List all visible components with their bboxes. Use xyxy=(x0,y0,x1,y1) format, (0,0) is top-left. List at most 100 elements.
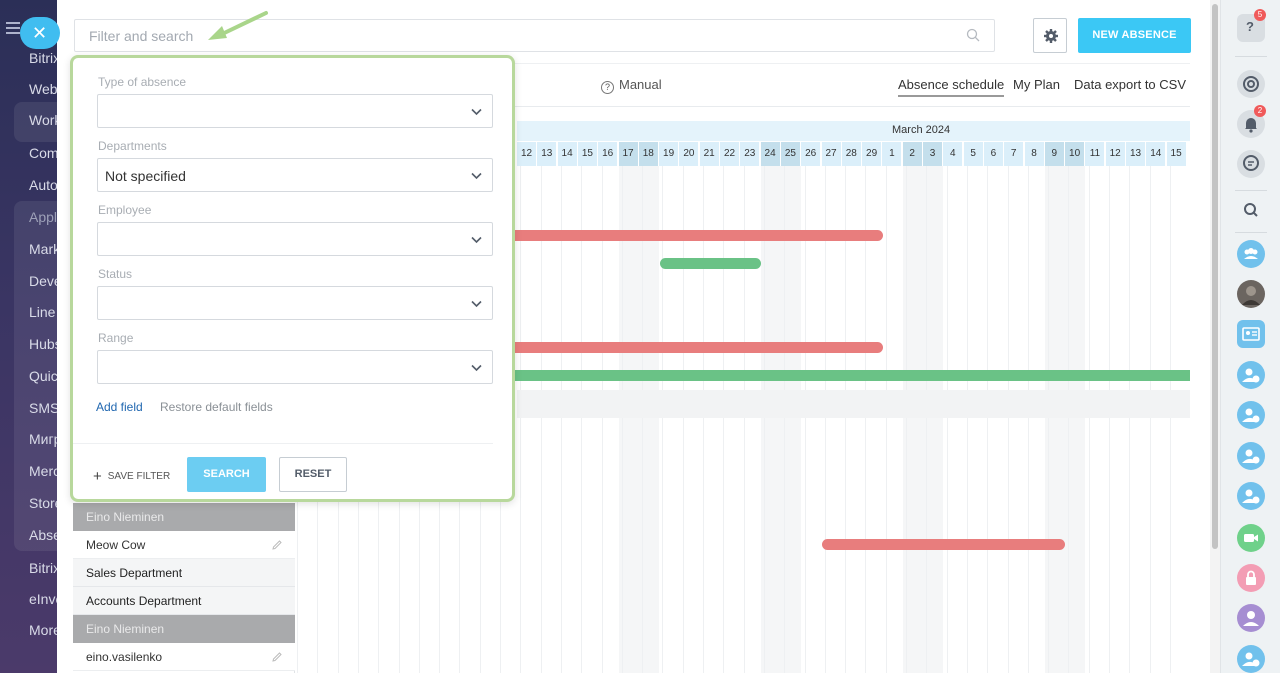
day-header-cell: 18 xyxy=(638,142,659,166)
bell-icon xyxy=(1245,118,1257,133)
search-button[interactable]: SEARCH xyxy=(187,457,266,492)
contact-card-button[interactable] xyxy=(1237,320,1265,348)
user-timer-button[interactable] xyxy=(1237,482,1265,510)
sidebar-item[interactable]: Bitrix xyxy=(29,50,57,66)
filter-label-type: Type of absence xyxy=(98,75,187,89)
search-button-rail[interactable] xyxy=(1237,197,1265,225)
sidebar-item[interactable]: Web xyxy=(29,81,57,97)
help-button[interactable]: ? 5 xyxy=(1237,9,1266,42)
sidebar-item[interactable]: eInve xyxy=(29,591,57,607)
sidebar-item[interactable]: Work xyxy=(29,112,57,128)
sidebar-item[interactable]: Mark xyxy=(29,241,57,257)
day-header-cell: 25 xyxy=(780,142,801,166)
day-header-cell: 12 xyxy=(1105,142,1126,166)
grid-row-highlight xyxy=(517,390,1190,418)
notifications-badge: 2 xyxy=(1254,105,1266,117)
employee-select[interactable] xyxy=(97,222,493,256)
search-icon[interactable] xyxy=(966,28,980,42)
sidebar-item[interactable]: Auto xyxy=(29,177,57,193)
sidebar-item[interactable]: Merc xyxy=(29,463,57,479)
sidebar-item[interactable]: More xyxy=(29,622,57,638)
absence-bar[interactable] xyxy=(457,230,883,241)
range-select[interactable] xyxy=(97,350,493,384)
notifications-button[interactable]: 2 xyxy=(1237,105,1266,138)
id-card-icon xyxy=(1242,327,1260,341)
day-header-cell: 7 xyxy=(1004,142,1025,166)
absence-bar[interactable] xyxy=(822,539,1065,550)
save-filter-button[interactable]: + SAVE FILTER xyxy=(93,468,170,485)
lock-button[interactable] xyxy=(1237,564,1265,592)
user-clock-icon xyxy=(1242,652,1260,667)
restore-default-fields-link[interactable]: Restore default fields xyxy=(160,400,273,414)
list-item[interactable]: Accounts Department xyxy=(73,587,295,615)
sidebar-item[interactable]: Store xyxy=(29,495,57,511)
menu-icon[interactable] xyxy=(6,22,20,37)
user-photo-icon xyxy=(1242,286,1260,305)
weekend-column xyxy=(1044,166,1085,673)
list-item[interactable]: eino.vasilenko xyxy=(73,643,295,671)
sidebar-group xyxy=(14,201,57,551)
user-timer-button[interactable] xyxy=(1237,645,1265,673)
scrollbar[interactable] xyxy=(1210,0,1220,673)
day-header-cell: 14 xyxy=(1146,142,1167,166)
tab-my-plan[interactable]: My Plan xyxy=(1013,77,1060,92)
departments-select[interactable]: Not specified xyxy=(97,158,493,192)
user-timer-button[interactable] xyxy=(1237,442,1265,470)
add-field-link[interactable]: Add field xyxy=(96,400,143,414)
tab-data-export[interactable]: Data export to CSV xyxy=(1074,77,1186,92)
day-header-cell: 11 xyxy=(1085,142,1106,166)
select-value: Not specified xyxy=(105,168,186,184)
activity-stream-button[interactable] xyxy=(1237,70,1265,98)
user-button[interactable] xyxy=(1237,604,1265,632)
status-select[interactable] xyxy=(97,286,493,320)
sidebar-item[interactable]: Com xyxy=(29,145,57,161)
grid-line xyxy=(966,166,968,673)
pencil-icon[interactable] xyxy=(271,539,283,551)
day-header-cell: 17 xyxy=(618,142,639,166)
sidebar-item[interactable]: Quic xyxy=(29,368,57,384)
sidebar-item[interactable]: Appl xyxy=(29,209,57,225)
sidebar-item[interactable]: SMS xyxy=(29,400,57,416)
search-icon xyxy=(1244,203,1258,217)
sidebar-item[interactable]: Мигр xyxy=(29,431,57,447)
sidebar-item[interactable]: Abse xyxy=(29,527,57,543)
day-header-cell: 16 xyxy=(598,142,619,166)
absence-bar[interactable] xyxy=(457,342,883,353)
pencil-icon[interactable] xyxy=(271,651,283,663)
user-timer-button[interactable] xyxy=(1237,361,1265,389)
reset-button[interactable]: RESET xyxy=(279,457,347,492)
sidebar-item[interactable]: Line xyxy=(29,304,56,320)
grid-line xyxy=(926,166,928,673)
sidebar-item[interactable]: Deve xyxy=(29,273,57,289)
grid-line xyxy=(1109,166,1110,673)
divider xyxy=(74,63,1190,64)
absence-bar[interactable] xyxy=(660,258,761,269)
list-item[interactable]: Sales Department xyxy=(73,559,295,587)
day-header-cell: 19 xyxy=(659,142,680,166)
video-call-button[interactable] xyxy=(1237,524,1265,552)
scrollbar-thumb[interactable] xyxy=(1212,4,1218,549)
sidebar-item[interactable]: Hubs xyxy=(29,336,57,352)
user-timer-button[interactable] xyxy=(1237,401,1265,429)
absence-bar[interactable] xyxy=(457,370,1190,381)
sidebar-item[interactable]: Bitrix xyxy=(29,560,57,576)
chevron-down-icon xyxy=(471,236,482,244)
settings-button[interactable] xyxy=(1033,18,1067,53)
chat-button[interactable] xyxy=(1237,150,1265,178)
group-chat-button[interactable] xyxy=(1237,240,1265,268)
grid-line xyxy=(1068,166,1070,673)
weekend-column xyxy=(618,166,659,673)
day-header-cell: 22 xyxy=(720,142,740,166)
tab-absence-schedule[interactable]: Absence schedule xyxy=(898,77,1005,97)
new-absence-button[interactable]: NEW ABSENCE xyxy=(1078,18,1191,53)
type-of-absence-select[interactable] xyxy=(97,94,493,128)
day-header-cell: 27 xyxy=(821,142,842,166)
grid-line xyxy=(824,166,826,673)
avatar[interactable] xyxy=(1237,280,1265,308)
grid-line xyxy=(804,166,806,673)
help-badge: 5 xyxy=(1254,9,1266,21)
list-item[interactable]: Meow Cow xyxy=(73,531,295,559)
close-slider-button[interactable]: ✕ xyxy=(20,17,60,49)
manual-link[interactable]: ? Manual xyxy=(601,77,662,94)
filter-label-employee: Employee xyxy=(98,203,152,217)
